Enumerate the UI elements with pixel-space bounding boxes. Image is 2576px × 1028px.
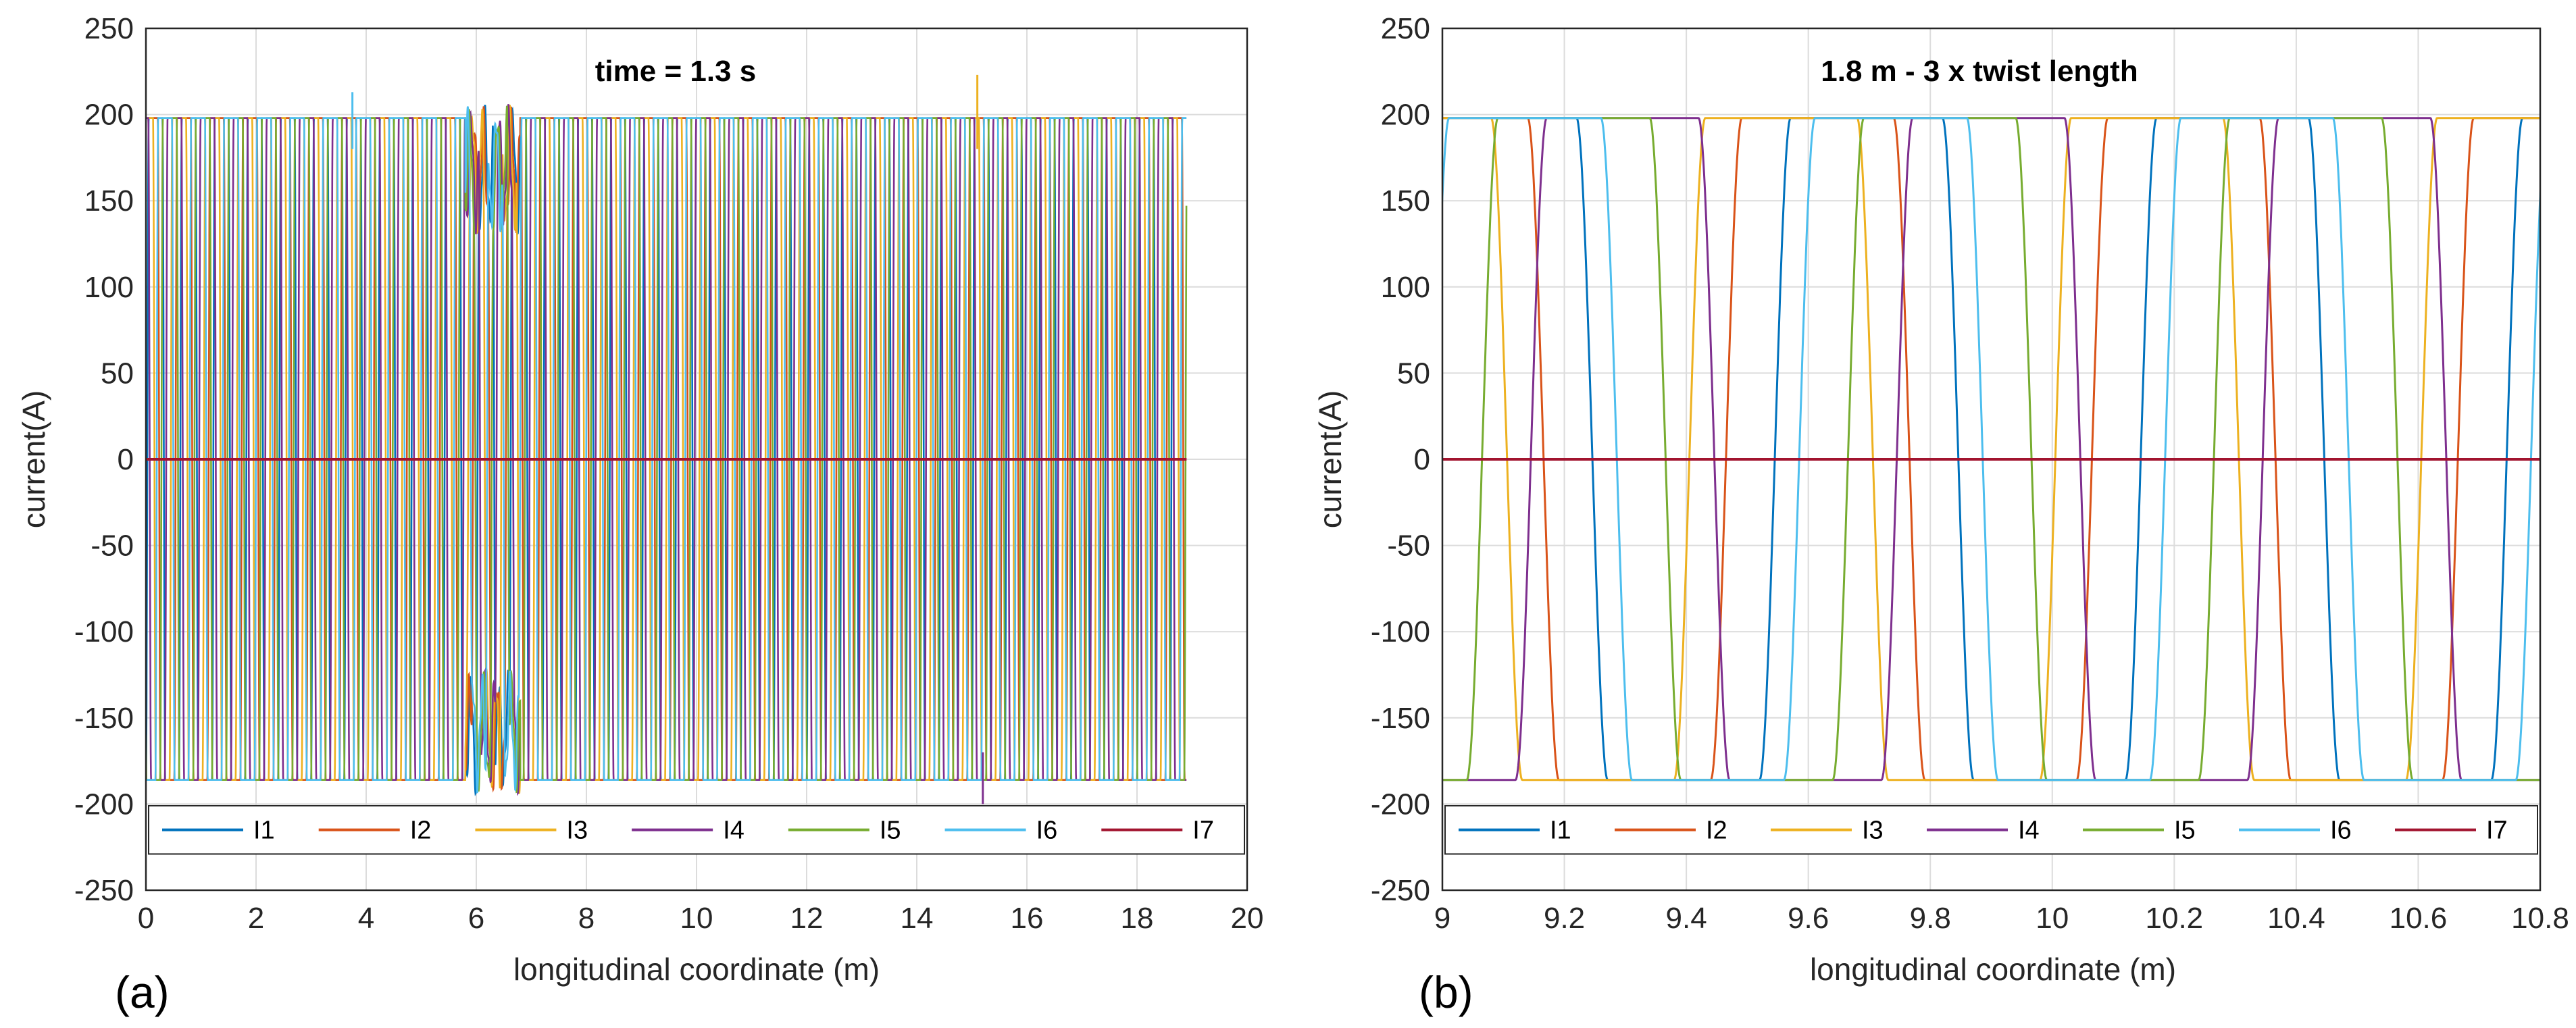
x-tick-label: 12 [790, 902, 824, 935]
y-tick-label: -150 [1371, 702, 1430, 735]
y-tick-label: 50 [1397, 357, 1430, 390]
x-axis-label-a: longitudinal coordinate (m) [513, 952, 880, 987]
y-tick-label: -50 [91, 530, 134, 563]
x-tick-label: 6 [468, 902, 484, 935]
legend-label-i1: I1 [253, 817, 275, 845]
x-tick-label: 10.8 [2511, 902, 2569, 935]
x-tick-label: 0 [138, 902, 154, 935]
x-tick-label: 10 [2036, 902, 2069, 935]
y-tick-label: 150 [84, 184, 134, 217]
x-tick-label: 9.4 [1666, 902, 1707, 935]
x-tick-label: 9.6 [1788, 902, 1829, 935]
x-tick-label: 10 [680, 902, 713, 935]
y-tick-label: 0 [1414, 443, 1430, 476]
legend-label-i7: I7 [2486, 817, 2508, 845]
y-tick-label: -100 [1371, 615, 1430, 648]
x-tick-label: 18 [1121, 902, 1154, 935]
x-tick-label: 14 [901, 902, 934, 935]
x-tick-label: 8 [578, 902, 595, 935]
y-tick-label: -150 [74, 702, 134, 735]
y-tick-label: -100 [74, 615, 134, 648]
legend-label-i4: I4 [2018, 817, 2040, 845]
y-tick-label: -250 [1371, 874, 1430, 907]
y-tick-label: -200 [1371, 788, 1430, 821]
series-line-i3 [1442, 117, 2540, 781]
x-tick-label: 9.8 [1910, 902, 1951, 935]
x-tick-label: 2 [248, 902, 264, 935]
legend-label-i2: I2 [410, 817, 432, 845]
y-tick-label: -50 [1387, 530, 1430, 563]
x-tick-label: 10.2 [2146, 902, 2204, 935]
legend-label-i6: I6 [1036, 817, 1058, 845]
x-tick-label: 9.2 [1544, 902, 1585, 935]
chart-a: I1 I2 I3 I4 I5 I6 I7 0 2 4 6 8 10 12 14 16 18 20 250 200 15… [16, 12, 1263, 1017]
y-tick-label: -250 [74, 874, 134, 907]
legend-label-i6: I6 [2330, 817, 2352, 845]
legend-a: I1 I2 I3 I4 I5 I6 I7 [148, 804, 1245, 855]
y-tick-label: 250 [84, 12, 134, 45]
y-tick-label: 50 [101, 357, 134, 390]
series-line-i6 [1442, 117, 2540, 781]
x-tick-label: 20 [1231, 902, 1264, 935]
x-tick-label: 16 [1011, 902, 1044, 935]
chart-b: I1 I2 I3 I4 I5 I6 I7 9 9.2 9.4 9.6 9.8 10 10.2 10.4 10… [1313, 12, 2569, 1017]
legend-label-i5: I5 [2174, 817, 2196, 845]
y-tick-label: 100 [84, 271, 134, 304]
legend-label-i5: I5 [880, 817, 901, 845]
legend-label-i3: I3 [566, 817, 588, 845]
series-line-i2 [146, 106, 1187, 793]
y-tick-label: 150 [1381, 184, 1430, 217]
tick-labels-a: 0 2 4 6 8 10 12 14 16 18 20 250 200 150 100 50 0 -50 -100 -… [74, 12, 1264, 935]
legend-label-i1: I1 [1550, 817, 1571, 845]
series-line-i6 [146, 106, 1187, 794]
panel-label-a: (a) [115, 967, 170, 1017]
x-tick-label: 10.6 [2390, 902, 2448, 935]
series-lines-a [146, 74, 1188, 804]
y-tick-label: 200 [1381, 99, 1430, 132]
panel-label-b: (b) [1419, 967, 1473, 1017]
axes-box-a [145, 27, 1248, 892]
y-tick-label: 250 [1381, 12, 1430, 45]
y-tick-label: 200 [84, 99, 134, 132]
x-tick-label: 9 [1434, 902, 1450, 935]
legend-label-i7: I7 [1192, 817, 1214, 845]
y-axis-label-b: current(A) [1313, 390, 1348, 528]
y-tick-label: -200 [74, 788, 134, 821]
tick-labels-b: 9 9.2 9.4 9.6 9.8 10 10.2 10.4 10.6 10.8 250 200 150… [1371, 12, 2569, 935]
legend-label-i4: I4 [723, 817, 744, 845]
series-line-i5 [1442, 117, 2540, 781]
legend-b: I1 I2 I3 I4 I5 I6 I7 [1444, 804, 2538, 855]
series-lines-b [1442, 117, 2540, 781]
series-line-i3 [146, 105, 1187, 794]
legend-label-i2: I2 [1706, 817, 1727, 845]
axes-box-b [1441, 27, 2542, 892]
x-tick-label: 10.4 [2267, 902, 2325, 935]
legend-label-i3: I3 [1862, 817, 1884, 845]
y-tick-label: 100 [1381, 271, 1430, 304]
chart-title-b: 1.8 m - 3 x twist length [1821, 55, 2138, 88]
y-tick-label: 0 [118, 443, 134, 476]
x-axis-label-b: longitudinal coordinate (m) [1810, 952, 2176, 987]
x-tick-label: 4 [358, 902, 374, 935]
chart-title-a: time = 1.3 s [595, 55, 756, 88]
y-axis-label-a: current(A) [16, 390, 51, 528]
